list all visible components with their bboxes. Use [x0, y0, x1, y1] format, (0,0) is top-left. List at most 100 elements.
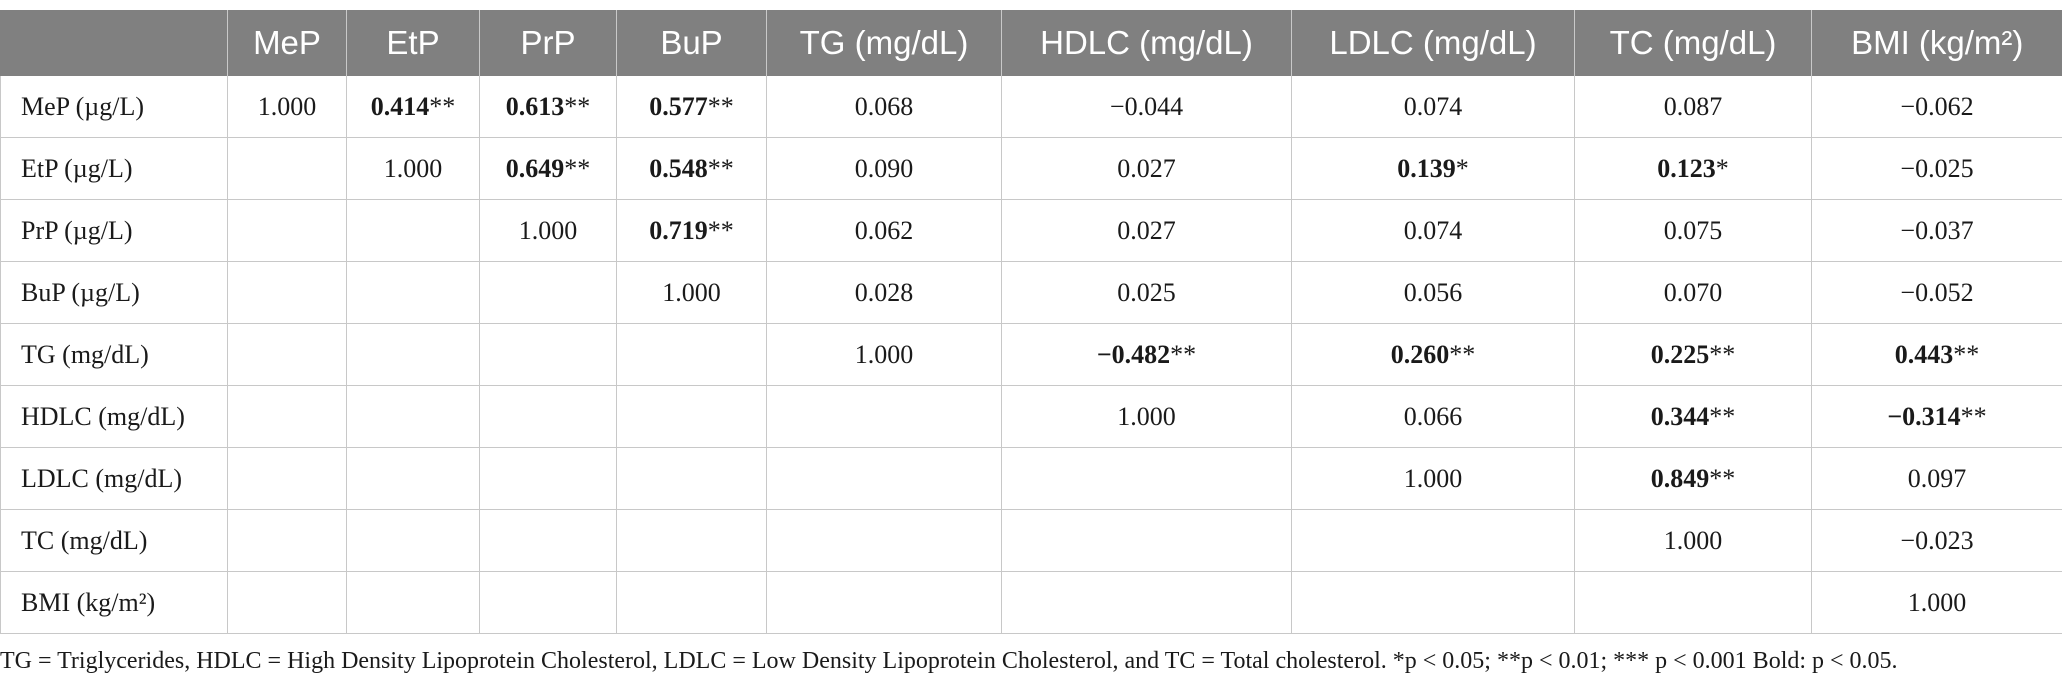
table-cell: 1.000 [1291, 447, 1575, 510]
table-cell [346, 323, 480, 386]
table-cell [1001, 509, 1292, 572]
significance-marker: ** [707, 91, 734, 121]
cell-value: −0.052 [1900, 277, 1974, 307]
cell-value: 0.074 [1403, 215, 1463, 245]
table-cell [616, 509, 767, 572]
table-row: TG (mg/dL) 1.000 −0.482** 0.260** 0.225** 0.4… [0, 323, 2062, 386]
table-cell: −0.052 [1811, 261, 2062, 324]
cell-value: 0.225 [1650, 339, 1710, 369]
cell-value: 1.000 [662, 277, 721, 307]
significance-marker: ** [564, 91, 591, 121]
table-cell [1001, 447, 1292, 510]
table-cell [1574, 571, 1812, 634]
table-cell: 0.074 [1291, 76, 1575, 138]
header-cell: TC (mg/dL) [1574, 10, 1812, 76]
table-row: TC (mg/dL) 1.000 −0.023 [0, 509, 2062, 572]
table-cell: 0.087 [1574, 76, 1812, 138]
cell-value: 0.075 [1663, 215, 1723, 245]
table-cell [766, 447, 1002, 510]
table-cell [1001, 571, 1292, 634]
significance-marker: ** [1449, 339, 1476, 369]
table-cell [227, 509, 347, 572]
table-cell: −0.062 [1811, 76, 2062, 138]
table-cell [346, 261, 480, 324]
cell-value: 1.000 [1117, 401, 1176, 431]
table-cell: 0.074 [1291, 199, 1575, 262]
table-cell: 0.090 [766, 137, 1002, 200]
cell-value: 0.260 [1390, 339, 1450, 369]
cell-value: 0.649 [505, 153, 565, 183]
table-cell: 0.068 [766, 76, 1002, 138]
table-cell: −0.037 [1811, 199, 2062, 262]
table-cell: 0.066 [1291, 385, 1575, 448]
cell-value: 0.849 [1650, 463, 1710, 493]
header-cell [0, 10, 228, 76]
row-label: PrP (µg/L) [0, 199, 228, 262]
table-cell [766, 571, 1002, 634]
cell-value: 1.000 [257, 91, 317, 121]
row-label: EtP (µg/L) [0, 137, 228, 200]
table-cell [346, 447, 480, 510]
table-cell: 1.000 [479, 199, 617, 262]
table-body: MeP (µg/L) 1.000 0.414** 0.613** 0.577** 0.06… [0, 76, 2062, 634]
cell-value: 0.028 [854, 277, 914, 307]
table-row: EtP (µg/L) 1.000 0.649** 0.548** 0.090 0.027 0… [0, 137, 2062, 200]
table-cell: 0.613** [479, 76, 617, 138]
table-cell: 1.000 [1574, 509, 1812, 572]
table-cell: 0.719** [616, 199, 767, 262]
table-cell [479, 261, 617, 324]
table-cell [616, 323, 767, 386]
cell-value: −0.025 [1900, 153, 1974, 183]
table-cell [616, 447, 767, 510]
table-cell [479, 385, 617, 448]
row-label: LDLC (mg/dL) [0, 447, 228, 510]
significance-marker: ** [1953, 339, 1980, 369]
cell-value: 0.097 [1907, 463, 1967, 493]
significance-marker: * [1715, 153, 1729, 183]
table-row: BuP (µg/L) 1.000 0.028 0.025 0.056 0.070 −0.05… [0, 261, 2062, 324]
table-cell: 1.000 [1001, 385, 1292, 448]
table-row: BMI (kg/m²) 1.000 [0, 571, 2062, 634]
table-cell [479, 323, 617, 386]
header-cell: BMI (kg/m²) [1811, 10, 2062, 76]
header-cell: BuP [616, 10, 767, 76]
table-cell [346, 199, 480, 262]
table-cell [227, 137, 347, 200]
significance-marker: ** [564, 153, 591, 183]
table-cell: 0.123* [1574, 137, 1812, 200]
table-cell [227, 447, 347, 510]
cell-value: −0.023 [1900, 525, 1974, 555]
table-cell: 1.000 [346, 137, 480, 200]
cell-value: 0.070 [1663, 277, 1723, 307]
cell-value: −0.044 [1109, 91, 1184, 121]
table-cell [346, 509, 480, 572]
cell-value: 0.548 [649, 153, 708, 183]
table-cell: 0.139* [1291, 137, 1575, 200]
table-cell: 0.849** [1574, 447, 1812, 510]
row-label: HDLC (mg/dL) [0, 385, 228, 448]
table-cell: 0.225** [1574, 323, 1812, 386]
cell-value: 0.139 [1397, 153, 1456, 183]
cell-value: 0.027 [1117, 153, 1176, 183]
table-cell: −0.025 [1811, 137, 2062, 200]
table-cell [346, 385, 480, 448]
table-cell [1291, 571, 1575, 634]
cell-value: 1.000 [1907, 587, 1967, 617]
table-cell: 1.000 [766, 323, 1002, 386]
cell-value: −0.482 [1096, 339, 1171, 369]
cell-value: 0.090 [854, 153, 914, 183]
table-row: MeP (µg/L) 1.000 0.414** 0.613** 0.577** 0.06… [0, 76, 2062, 138]
table-cell [479, 571, 617, 634]
header-cell: LDLC (mg/dL) [1291, 10, 1575, 76]
table-cell: 0.443** [1811, 323, 2062, 386]
table-cell: 1.000 [616, 261, 767, 324]
significance-marker: ** [1960, 401, 1987, 431]
table-cell [1291, 509, 1575, 572]
significance-marker: * [1455, 153, 1469, 183]
correlation-table: MeP EtP PrP BuP TG (mg/dL) HDLC (mg/dL) … [0, 10, 2062, 634]
table-cell: 0.028 [766, 261, 1002, 324]
cell-value: 0.577 [649, 91, 708, 121]
cell-value: −0.314 [1887, 401, 1961, 431]
cell-value: 0.074 [1403, 91, 1463, 121]
table-cell: 0.027 [1001, 199, 1292, 262]
